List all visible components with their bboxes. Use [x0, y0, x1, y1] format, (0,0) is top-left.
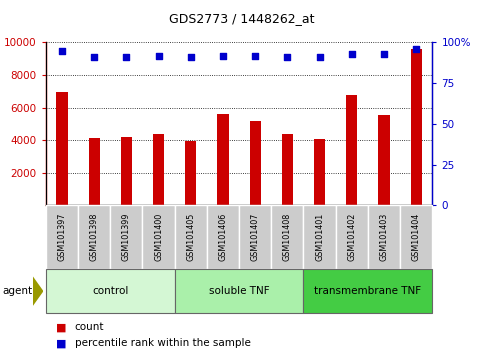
Bar: [303, 205, 336, 269]
Bar: [153, 134, 164, 205]
Text: GSM101406: GSM101406: [218, 213, 227, 261]
Point: [412, 46, 420, 52]
Text: agent: agent: [2, 286, 32, 296]
Text: ■: ■: [56, 338, 66, 348]
Bar: [346, 96, 357, 205]
Bar: [175, 269, 303, 313]
Text: ■: ■: [56, 322, 66, 332]
Point: [187, 54, 195, 60]
Polygon shape: [33, 276, 43, 306]
Text: GSM101400: GSM101400: [154, 213, 163, 261]
Bar: [217, 114, 228, 205]
Text: GSM101398: GSM101398: [90, 213, 99, 261]
Point: [58, 48, 66, 53]
Bar: [46, 205, 78, 269]
Text: soluble TNF: soluble TNF: [209, 286, 270, 296]
Bar: [207, 205, 239, 269]
Bar: [378, 115, 390, 205]
Text: count: count: [75, 322, 104, 332]
Point: [123, 54, 130, 60]
Bar: [142, 205, 175, 269]
Bar: [411, 49, 422, 205]
Text: GSM101403: GSM101403: [380, 213, 388, 261]
Text: GSM101408: GSM101408: [283, 213, 292, 261]
Point: [316, 54, 324, 60]
Text: GSM101404: GSM101404: [412, 213, 421, 261]
Text: GSM101401: GSM101401: [315, 213, 324, 261]
Bar: [239, 205, 271, 269]
Bar: [78, 205, 110, 269]
Text: transmembrane TNF: transmembrane TNF: [314, 286, 422, 296]
Text: GSM101407: GSM101407: [251, 213, 260, 261]
Bar: [185, 141, 197, 205]
Text: GSM101405: GSM101405: [186, 213, 195, 261]
Bar: [88, 138, 100, 205]
Bar: [175, 205, 207, 269]
Bar: [303, 269, 432, 313]
Point: [380, 51, 388, 57]
Point: [219, 53, 227, 58]
Point: [284, 54, 291, 60]
Point: [155, 53, 162, 58]
Text: control: control: [92, 286, 128, 296]
Point: [251, 53, 259, 58]
Point: [90, 54, 98, 60]
Text: GSM101397: GSM101397: [57, 213, 67, 262]
Bar: [336, 205, 368, 269]
Text: GSM101399: GSM101399: [122, 213, 131, 262]
Text: GDS2773 / 1448262_at: GDS2773 / 1448262_at: [169, 12, 314, 25]
Point: [348, 51, 355, 57]
Bar: [368, 205, 400, 269]
Text: percentile rank within the sample: percentile rank within the sample: [75, 338, 251, 348]
Bar: [250, 121, 261, 205]
Bar: [110, 205, 142, 269]
Bar: [57, 92, 68, 205]
Bar: [121, 137, 132, 205]
Bar: [282, 135, 293, 205]
Bar: [314, 139, 325, 205]
Bar: [400, 205, 432, 269]
Bar: [46, 269, 175, 313]
Text: GSM101402: GSM101402: [347, 213, 356, 261]
Bar: [271, 205, 303, 269]
